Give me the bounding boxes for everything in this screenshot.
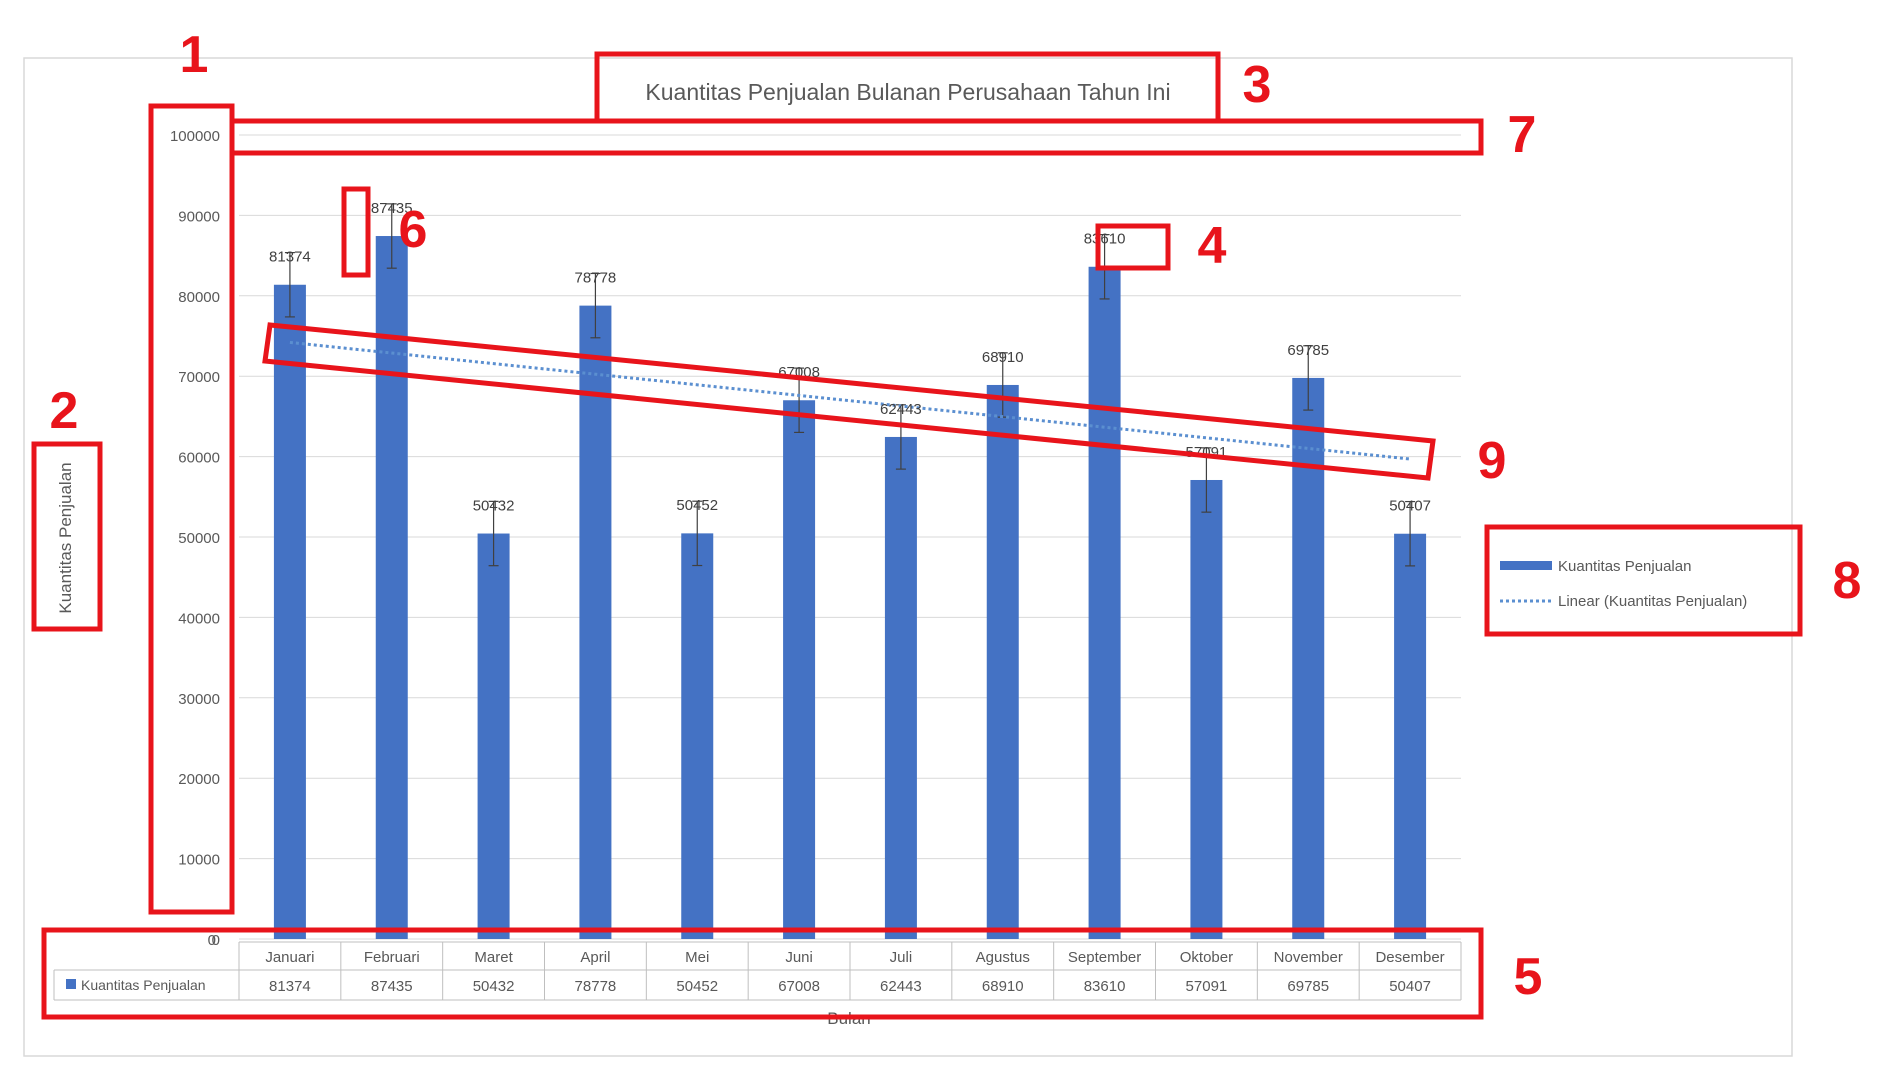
bar-november (1292, 377, 1325, 939)
table-cell: 69785 (1287, 978, 1329, 995)
data-label: 50432 (473, 497, 515, 514)
bar-april (579, 305, 612, 939)
annotations: 1 2 3 4 5 6 7 8 9 (31, 26, 1862, 1020)
bars (273, 236, 1427, 940)
annotation-number-1: 1 (180, 26, 209, 84)
annotation-number-6: 6 (399, 201, 428, 259)
table-cell: 68910 (982, 978, 1024, 995)
gridlines (239, 134, 1461, 940)
x-tick-label: Februari (364, 949, 420, 966)
y-tick-label: 60000 (178, 450, 220, 467)
bar-juni (783, 400, 816, 939)
annotation-number-9: 9 (1478, 432, 1507, 490)
table-cell: 83610 (1084, 978, 1126, 995)
data-label: 50452 (676, 497, 718, 514)
y-tick-label: 50000 (178, 530, 220, 547)
error-bars (284, 203, 1416, 567)
bar-oktober (1190, 479, 1223, 939)
data-label: 69785 (1287, 342, 1329, 359)
x-tick-label: November (1274, 949, 1343, 966)
annotation-box (1095, 223, 1171, 271)
annotation-number-4: 4 (1198, 217, 1227, 275)
y-tick-label-zero: 0 (208, 932, 216, 949)
x-tick-label: Juli (890, 949, 913, 966)
annotation-box-trendline (262, 322, 1436, 481)
table-cell: 81374 (269, 978, 311, 995)
table-cell: 57091 (1186, 978, 1228, 995)
trendline-line (289, 340, 1411, 461)
annotation-box (341, 186, 371, 278)
legend-label: Linear (Kuantitas Penjualan) (1558, 593, 1747, 610)
data-label: 50407 (1389, 498, 1431, 515)
table-cell: 50407 (1389, 978, 1431, 995)
x-tick-label: September (1068, 949, 1141, 966)
y-tick-label: 30000 (178, 691, 220, 708)
annotation-number-5: 5 (1514, 948, 1543, 1006)
y-tick-label: 20000 (178, 771, 220, 788)
table-cell: 87435 (371, 978, 413, 995)
legend-key-bar (1500, 561, 1552, 570)
y-tick-label: 90000 (178, 208, 220, 225)
data-label: 81374 (269, 249, 311, 266)
table-row-label: Kuantitas Penjualan (81, 977, 206, 993)
y-axis-label: Kuantitas Penjualan (56, 462, 75, 613)
data-label: 78778 (575, 269, 617, 286)
x-tick-label: Juni (785, 949, 813, 966)
bar-juli (884, 436, 917, 939)
annotation-number-3: 3 (1243, 56, 1272, 114)
bar-januari (273, 284, 306, 939)
table-cell: 50432 (473, 978, 515, 995)
bar-desember (1394, 533, 1427, 939)
chart-title: Kuantitas Penjualan Bulanan Perusahaan T… (645, 79, 1170, 105)
y-tick-label: 70000 (178, 369, 220, 386)
x-tick-label: Oktober (1180, 949, 1233, 966)
x-tick-label: Agustus (976, 949, 1030, 966)
x-tick-label: Maret (474, 949, 513, 966)
annotation-number-8: 8 (1833, 552, 1862, 610)
y-tick-label: 100000 (170, 128, 220, 145)
bar-agustus (986, 384, 1019, 939)
data-table: Januari 81374 Februari 87435 Maret 50432 April… (53, 932, 1462, 1001)
legend: Kuantitas Penjualan Linear (Kuantitas Pen… (1500, 558, 1747, 610)
x-tick-label: Desember (1375, 949, 1444, 966)
bar-februari (375, 236, 408, 940)
bar-september (1088, 266, 1121, 939)
annotation-box (1484, 524, 1803, 637)
annotation-box (31, 441, 103, 632)
annotation-number-7: 7 (1508, 106, 1537, 164)
table-cell: 62443 (880, 978, 922, 995)
x-tick-label: Januari (265, 949, 314, 966)
annotation-number-2: 2 (50, 382, 79, 440)
bar-mei (681, 533, 714, 939)
x-tick-label: April (580, 949, 610, 966)
y-tick-label: 0 (212, 932, 220, 949)
bar-maret (477, 533, 510, 939)
trendline (289, 340, 1411, 461)
data-label: 87435 (371, 200, 413, 217)
y-tick-label: 40000 (178, 610, 220, 627)
x-tick-label: Mei (685, 949, 709, 966)
table-cell: 78778 (575, 978, 617, 995)
table-cell: 50452 (676, 978, 718, 995)
annotation-box (41, 927, 1484, 1020)
data-label: 83610 (1084, 231, 1126, 248)
legend-label: Kuantitas Penjualan (1558, 558, 1691, 575)
annotation-box (148, 103, 235, 915)
data-label: 62443 (880, 401, 922, 418)
y-tick-labels: 0 10000 20000 30000 40000 50000 60000 70000 8000… (170, 128, 220, 949)
table-legend-key (66, 979, 76, 989)
y-tick-label: 10000 (178, 852, 220, 869)
data-label: 68910 (982, 349, 1024, 366)
y-tick-label: 80000 (178, 289, 220, 306)
table-cell: 67008 (778, 978, 820, 995)
annotation-box (229, 118, 1484, 156)
